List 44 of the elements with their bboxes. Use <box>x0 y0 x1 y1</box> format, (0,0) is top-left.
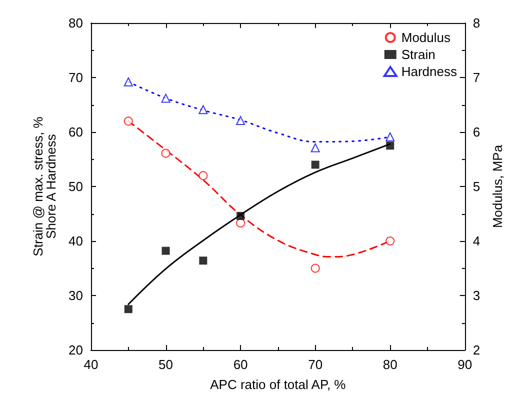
point <box>311 160 320 169</box>
point <box>386 236 395 246</box>
x-tick-label: 80 <box>382 357 398 372</box>
point <box>124 116 133 126</box>
point <box>124 77 133 86</box>
point <box>386 132 395 142</box>
x-tick-label: 70 <box>308 357 323 372</box>
y2-tick-label: 2 <box>472 342 480 358</box>
y-tick-label: 30 <box>68 288 83 303</box>
point <box>236 212 245 220</box>
x-tick-label: 50 <box>158 357 174 372</box>
point <box>199 256 208 265</box>
point <box>310 143 320 152</box>
point <box>198 105 208 114</box>
point <box>386 142 394 150</box>
y-axis-title: Strain @ max. stress, % Shore A Hardness <box>30 116 59 256</box>
point <box>161 94 170 103</box>
point <box>236 218 246 228</box>
x-tick-label: 40 <box>84 357 98 372</box>
point <box>162 246 170 255</box>
x-tick-label: 60 <box>233 357 248 372</box>
y-tick-label: 70 <box>68 70 83 85</box>
legend-label: Hardness <box>401 64 458 79</box>
point <box>161 148 170 158</box>
legend-label: Strain <box>401 47 436 62</box>
point <box>124 305 132 314</box>
y2-tick-label: 6 <box>472 124 480 140</box>
y2-tick-label: 8 <box>472 16 480 30</box>
y-tick-label: 20 <box>68 342 83 358</box>
y2-tick-label: 7 <box>472 70 480 85</box>
y-tick-label: 80 <box>68 16 83 30</box>
x-tick-label: 90 <box>458 357 472 372</box>
y2-tick-label: 5 <box>472 179 480 194</box>
point <box>310 264 320 273</box>
y2-axis-title: Modulus, MPa <box>490 144 505 228</box>
y-tick-label: 40 <box>68 234 83 248</box>
y-tick-label: 60 <box>68 124 83 140</box>
legend-label: Modulus <box>401 30 451 45</box>
y2-tick-label: 3 <box>472 288 480 303</box>
point <box>236 116 246 126</box>
x-axis-title: APC ratio of total AP, % <box>210 377 346 392</box>
y-tick-label: 50 <box>68 179 83 194</box>
y2-tick-label: 4 <box>472 234 480 248</box>
point <box>198 171 208 180</box>
